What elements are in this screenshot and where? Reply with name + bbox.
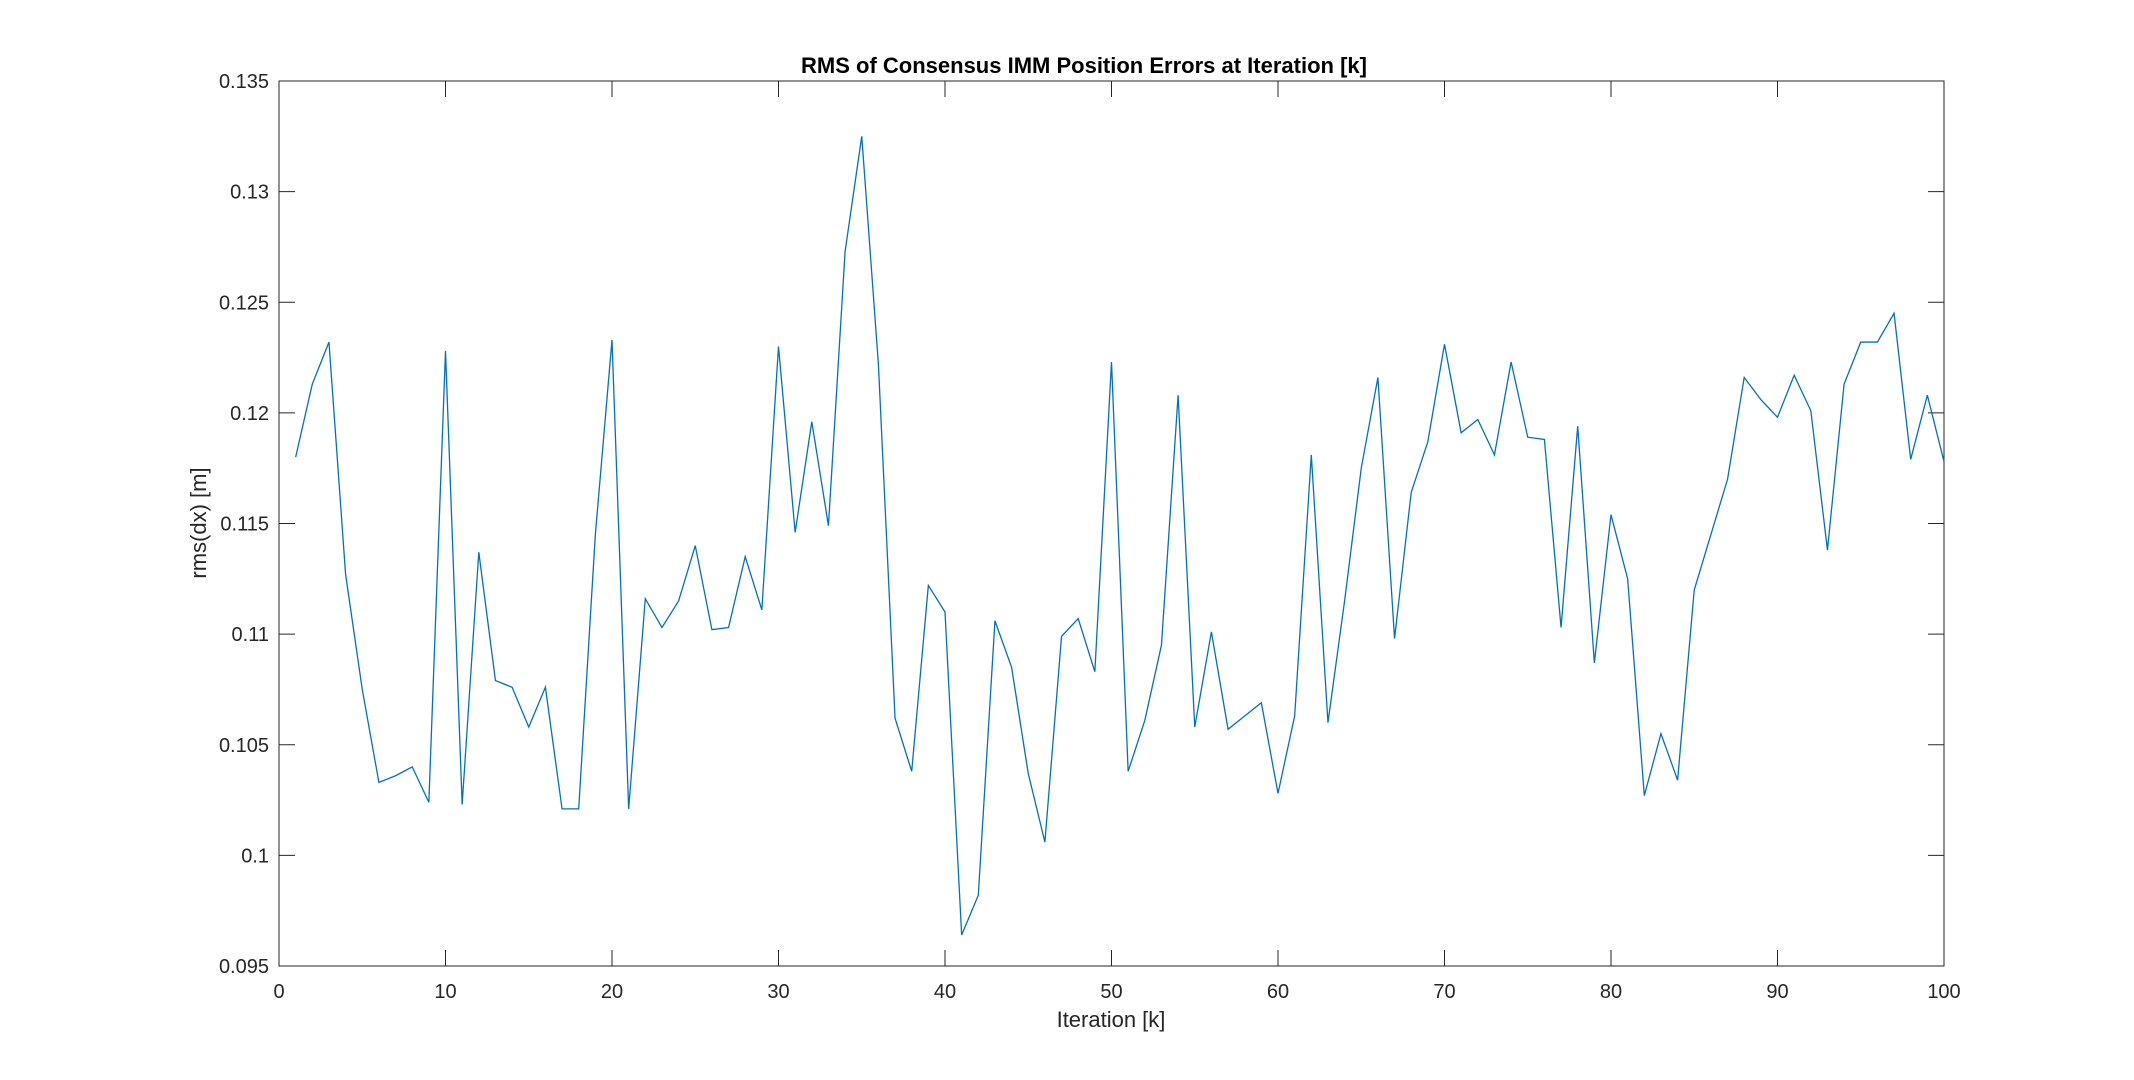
y-tick-label: 0.115: [220, 514, 269, 536]
x-tick-label: 90: [1766, 981, 1788, 1003]
x-tick-label: 0: [273, 981, 284, 1003]
y-tick-label: 0.095: [219, 956, 269, 978]
y-tick-label: 0.13: [230, 182, 269, 204]
y-tick-label: 0.1: [241, 845, 269, 867]
x-axis-tick-labels: 0 10 20 30 40 50 60 70 80 90 100: [273, 981, 1960, 1003]
y-axis-label: rms(dx) [m]: [186, 467, 211, 578]
x-tick-label: 50: [1100, 981, 1122, 1003]
y-axis-tick-labels: 0.095 0.1 0.105 0.11 0.115 0.12 0.125 0.13 0.135: [219, 71, 269, 978]
chart-title: RMS of Consensus IMM Position Errors at …: [801, 53, 1367, 78]
x-tick-label: 20: [601, 981, 623, 1003]
plot-area: [278, 80, 1945, 967]
x-axis-ticks: [278, 81, 1945, 966]
x-tick-label: 10: [434, 981, 456, 1003]
x-tick-label: 70: [1433, 981, 1455, 1003]
x-tick-label: 60: [1267, 981, 1289, 1003]
x-tick-label: 40: [934, 981, 956, 1003]
x-tick-label: 100: [1927, 981, 1960, 1003]
series-line: [295, 136, 1945, 936]
y-tick-label: 0.12: [230, 403, 269, 425]
y-tick-label: 0.125: [219, 292, 269, 314]
x-tick-label: 30: [767, 981, 789, 1003]
y-tick-label: 0.135: [219, 71, 269, 93]
y-tick-label: 0.105: [219, 735, 269, 757]
y-axis-ticks: [279, 80, 1944, 967]
x-axis-label: Iteration [k]: [1057, 1007, 1166, 1032]
x-tick-label: 80: [1600, 981, 1622, 1003]
y-tick-label: 0.11: [232, 624, 269, 646]
